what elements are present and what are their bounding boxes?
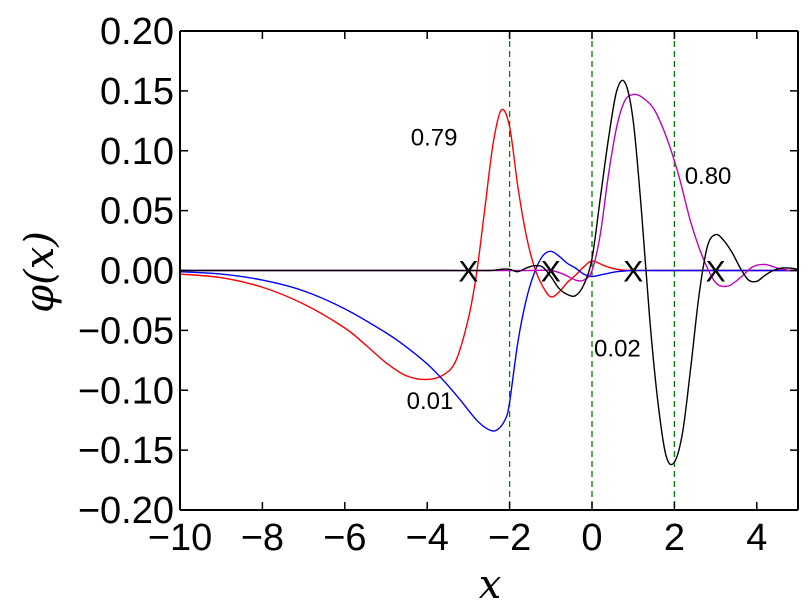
annotation-label: 0.01 (407, 388, 454, 415)
x-tick-label: −10 (148, 517, 212, 559)
x-marker: X (623, 256, 643, 289)
y-tick-label: 0.15 (100, 71, 174, 113)
y-tick-label: −0.10 (78, 370, 174, 412)
y-tick-label: 0.10 (100, 131, 174, 173)
x-marker: X (541, 256, 561, 289)
x-tick-label: 4 (746, 517, 767, 559)
series-lines (179, 79, 799, 466)
y-tick-label: 0.05 (100, 191, 174, 233)
y-tick-label: −0.15 (78, 430, 174, 472)
x-axis-label: x (479, 562, 502, 608)
series-line-4 (179, 79, 799, 466)
ticks: −10 −8 −6 −4 −2 0 2 4 0.20 0.15 0.10 0.05 0.00 −0.05 −… (78, 11, 798, 559)
series-line-1 (179, 108, 798, 381)
x-tick-label: −2 (488, 517, 531, 559)
x-tick-label: −6 (323, 517, 366, 559)
y-tick-label: −0.20 (78, 490, 174, 532)
y-tick-label: 0.00 (100, 251, 174, 293)
x-marker: X (706, 256, 726, 289)
x-tick-label: −4 (406, 517, 449, 559)
x-tick-label: 2 (664, 517, 685, 559)
annotation-label: 0.02 (594, 335, 641, 362)
annotation-label: 0.79 (411, 125, 458, 152)
annotations: 0.79 0.01 0.02 0.80 (407, 125, 732, 415)
annotation-label: 0.80 (685, 163, 732, 190)
y-axis-label: φ(x) (17, 231, 63, 313)
y-tick-label: −0.05 (78, 310, 174, 352)
x-marker: X (458, 256, 478, 289)
y-tick-label: 0.20 (100, 11, 174, 53)
x-tick-label: 0 (581, 517, 602, 559)
x-tick-label: −8 (241, 517, 284, 559)
series-line-2 (179, 250, 798, 432)
